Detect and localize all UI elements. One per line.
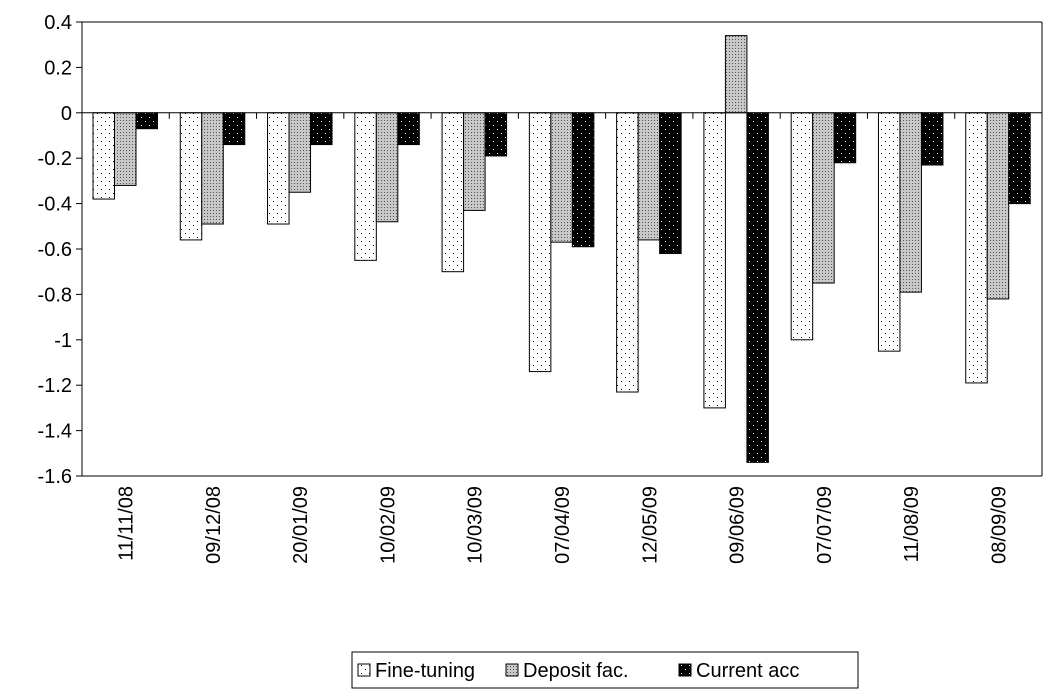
bar [920, 112, 944, 166]
bar [528, 112, 552, 373]
bar [441, 112, 465, 273]
x-tick-label: 07/07/09 [814, 486, 836, 564]
y-tick-label: -0.6 [38, 239, 72, 261]
bar [484, 112, 508, 157]
bar [616, 112, 639, 393]
y-tick-label: 0 [61, 103, 72, 125]
legend-box [351, 651, 859, 689]
bar [899, 112, 922, 293]
x-tick-label: 09/06/09 [727, 486, 749, 564]
y-tick-label: 0.4 [44, 12, 72, 34]
x-tick-label: 20/01/09 [290, 486, 312, 564]
x-tick-label: 08/09/09 [988, 486, 1010, 564]
y-tick-label: -1 [54, 330, 72, 352]
x-tick-label: 10/03/09 [465, 486, 487, 564]
x-tick-label: 09/12/08 [203, 486, 225, 564]
bar [746, 112, 769, 463]
legend-swatch [505, 663, 519, 677]
bar [310, 112, 333, 146]
y-tick-label: -1.4 [38, 421, 72, 443]
legend-label: Current acc [696, 660, 799, 682]
x-tick-label: 11/11/08 [116, 486, 138, 561]
y-tick-label: -0.2 [38, 148, 72, 170]
bar [463, 112, 486, 211]
bar [703, 112, 726, 409]
bar [222, 112, 246, 146]
bar [354, 112, 377, 261]
legend-swatch [357, 663, 371, 677]
legend-label: Deposit fac. [523, 660, 629, 682]
bar [397, 112, 420, 146]
bar [812, 112, 835, 284]
legend-swatch [678, 663, 692, 677]
bar [833, 112, 857, 164]
bar [92, 112, 115, 200]
bar [201, 112, 224, 225]
bar [288, 112, 312, 193]
bar [135, 112, 158, 130]
y-tick-label: -1.6 [38, 466, 72, 488]
bar [637, 112, 661, 241]
x-tick-label: 07/04/09 [552, 486, 574, 564]
bar [790, 112, 814, 341]
bar [571, 112, 595, 248]
x-tick-label: 12/05/09 [639, 486, 661, 564]
bar [179, 112, 203, 241]
bar [965, 112, 988, 384]
bar [1008, 112, 1031, 205]
y-tick-label: -0.4 [38, 194, 72, 216]
y-tick-label: -0.8 [38, 284, 72, 306]
bar [267, 112, 290, 225]
bar [659, 112, 682, 255]
x-tick-label: 10/02/09 [377, 486, 399, 564]
y-tick-label: -1.2 [38, 375, 72, 397]
y-tick-label: 0.2 [44, 57, 72, 79]
bar [877, 112, 901, 352]
bar [114, 112, 137, 186]
legend-label: Fine-tuning [375, 660, 475, 682]
bar [986, 112, 1010, 300]
bar [375, 112, 399, 223]
bar [724, 35, 748, 114]
x-tick-label: 11/08/09 [901, 486, 923, 562]
bar [550, 112, 573, 243]
